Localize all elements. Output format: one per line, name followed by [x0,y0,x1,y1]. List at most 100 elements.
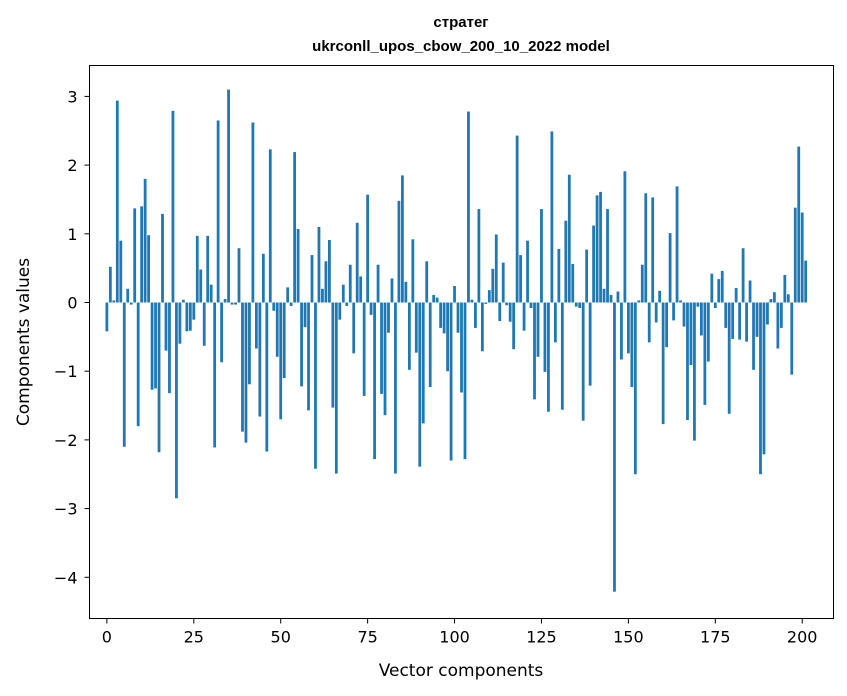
y-tick-label: −3 [54,500,78,519]
bar-component-17 [164,302,168,351]
bar-component-108 [480,302,484,352]
chart-subtitle: ukrconll_upos_cbow_200_10_2022 model [312,38,610,55]
bar-component-72 [355,222,359,303]
bar-component-7 [129,302,133,305]
bars-group [105,89,808,592]
bar-component-123 [533,302,536,400]
bar-component-109 [484,302,488,304]
x-tick-label: 175 [700,628,731,647]
bar-component-184 [745,302,748,342]
bar-component-77 [373,302,376,460]
bar-component-162 [668,233,672,303]
bar-component-121 [526,240,529,303]
bar-component-41 [248,302,251,385]
plot-frame [89,65,834,619]
bar-component-101 [456,302,460,333]
bar-component-102 [460,302,463,393]
bar-component-150 [626,302,630,354]
bar-component-29 [206,235,210,303]
bar-component-151 [630,302,634,387]
bar-component-44 [258,302,262,417]
bar-component-173 [706,302,710,362]
bar-component-196 [786,294,790,303]
bar-component-20 [175,302,178,499]
bar-component-96 [439,302,443,328]
bar-component-58 [307,302,310,411]
x-tick-label: 50 [271,628,291,647]
y-tick-label: −1 [54,362,78,381]
bar-component-160 [661,302,665,425]
bar-component-24 [188,302,192,331]
bar-component-143 [602,288,606,303]
bar-component-131 [560,302,564,410]
bar-component-153 [637,300,641,303]
x-tick-label: 0 [102,628,112,647]
bar-component-176 [717,279,721,303]
bar-component-170 [696,302,700,307]
bar-component-194 [779,302,783,328]
bar-component-88 [411,239,415,303]
bar-component-159 [658,290,662,303]
bar-component-53 [289,302,293,306]
bar-component-99 [449,302,453,461]
bar-component-156 [647,302,651,343]
bar-component-60 [314,302,317,469]
bar-component-166 [682,302,686,327]
bar-component-38 [237,248,241,303]
bar-component-45 [261,253,265,303]
bar-component-107 [477,209,481,303]
bar-component-49 [275,302,279,357]
bar-component-165 [679,300,682,303]
bar-component-201 [804,260,808,303]
bar-component-59 [310,255,314,303]
bar-component-158 [654,302,658,323]
bar-component-19 [171,110,175,303]
bar-component-183 [741,248,745,303]
bar-component-85 [401,175,404,303]
bar-component-69 [345,302,349,306]
bar-component-198 [793,207,797,303]
chart-title: стратег [433,14,488,31]
bar-component-52 [286,287,290,303]
bar-component-112 [494,234,498,303]
bar-component-133 [567,174,571,303]
bar-component-126 [543,302,547,372]
bar-component-116 [508,302,512,322]
x-tick-label: 25 [184,628,204,647]
bar-component-92 [425,261,429,303]
bar-component-27 [199,269,203,303]
bar-component-66 [334,302,338,474]
bar-component-188 [759,302,762,475]
bar-component-179 [727,302,731,414]
bar-component-125 [540,209,543,303]
bar-component-95 [435,297,439,303]
bar-component-180 [731,302,735,339]
bar-component-2 [112,300,116,303]
bar-component-71 [352,302,356,354]
bar-component-86 [404,281,408,303]
bar-component-25 [192,302,196,320]
x-axis-label: Vector components [379,661,544,681]
bar-component-192 [773,292,776,303]
bar-component-67 [338,302,342,320]
bar-component-36 [230,302,234,305]
bar-component-106 [474,302,477,328]
bar-component-16 [161,213,164,303]
bar-component-187 [755,302,759,337]
bar-component-13 [150,302,154,390]
bar-component-117 [512,302,516,350]
bar-component-178 [724,302,728,328]
bar-component-152 [633,302,637,475]
bar-component-114 [501,262,505,303]
bar-component-130 [557,248,561,303]
bar-component-136 [578,302,582,308]
bar-component-197 [790,302,794,375]
bar-component-193 [776,302,780,349]
y-axis-label: Components values [14,258,34,426]
y-axis-ticks: −4 −3 −2 −1 0 1 2 3 [54,87,90,587]
bar-component-57 [303,302,307,328]
bar-component-138 [585,249,589,303]
bar-component-61 [317,226,321,303]
bar-component-200 [800,212,804,303]
x-tick-label: 125 [526,628,557,647]
